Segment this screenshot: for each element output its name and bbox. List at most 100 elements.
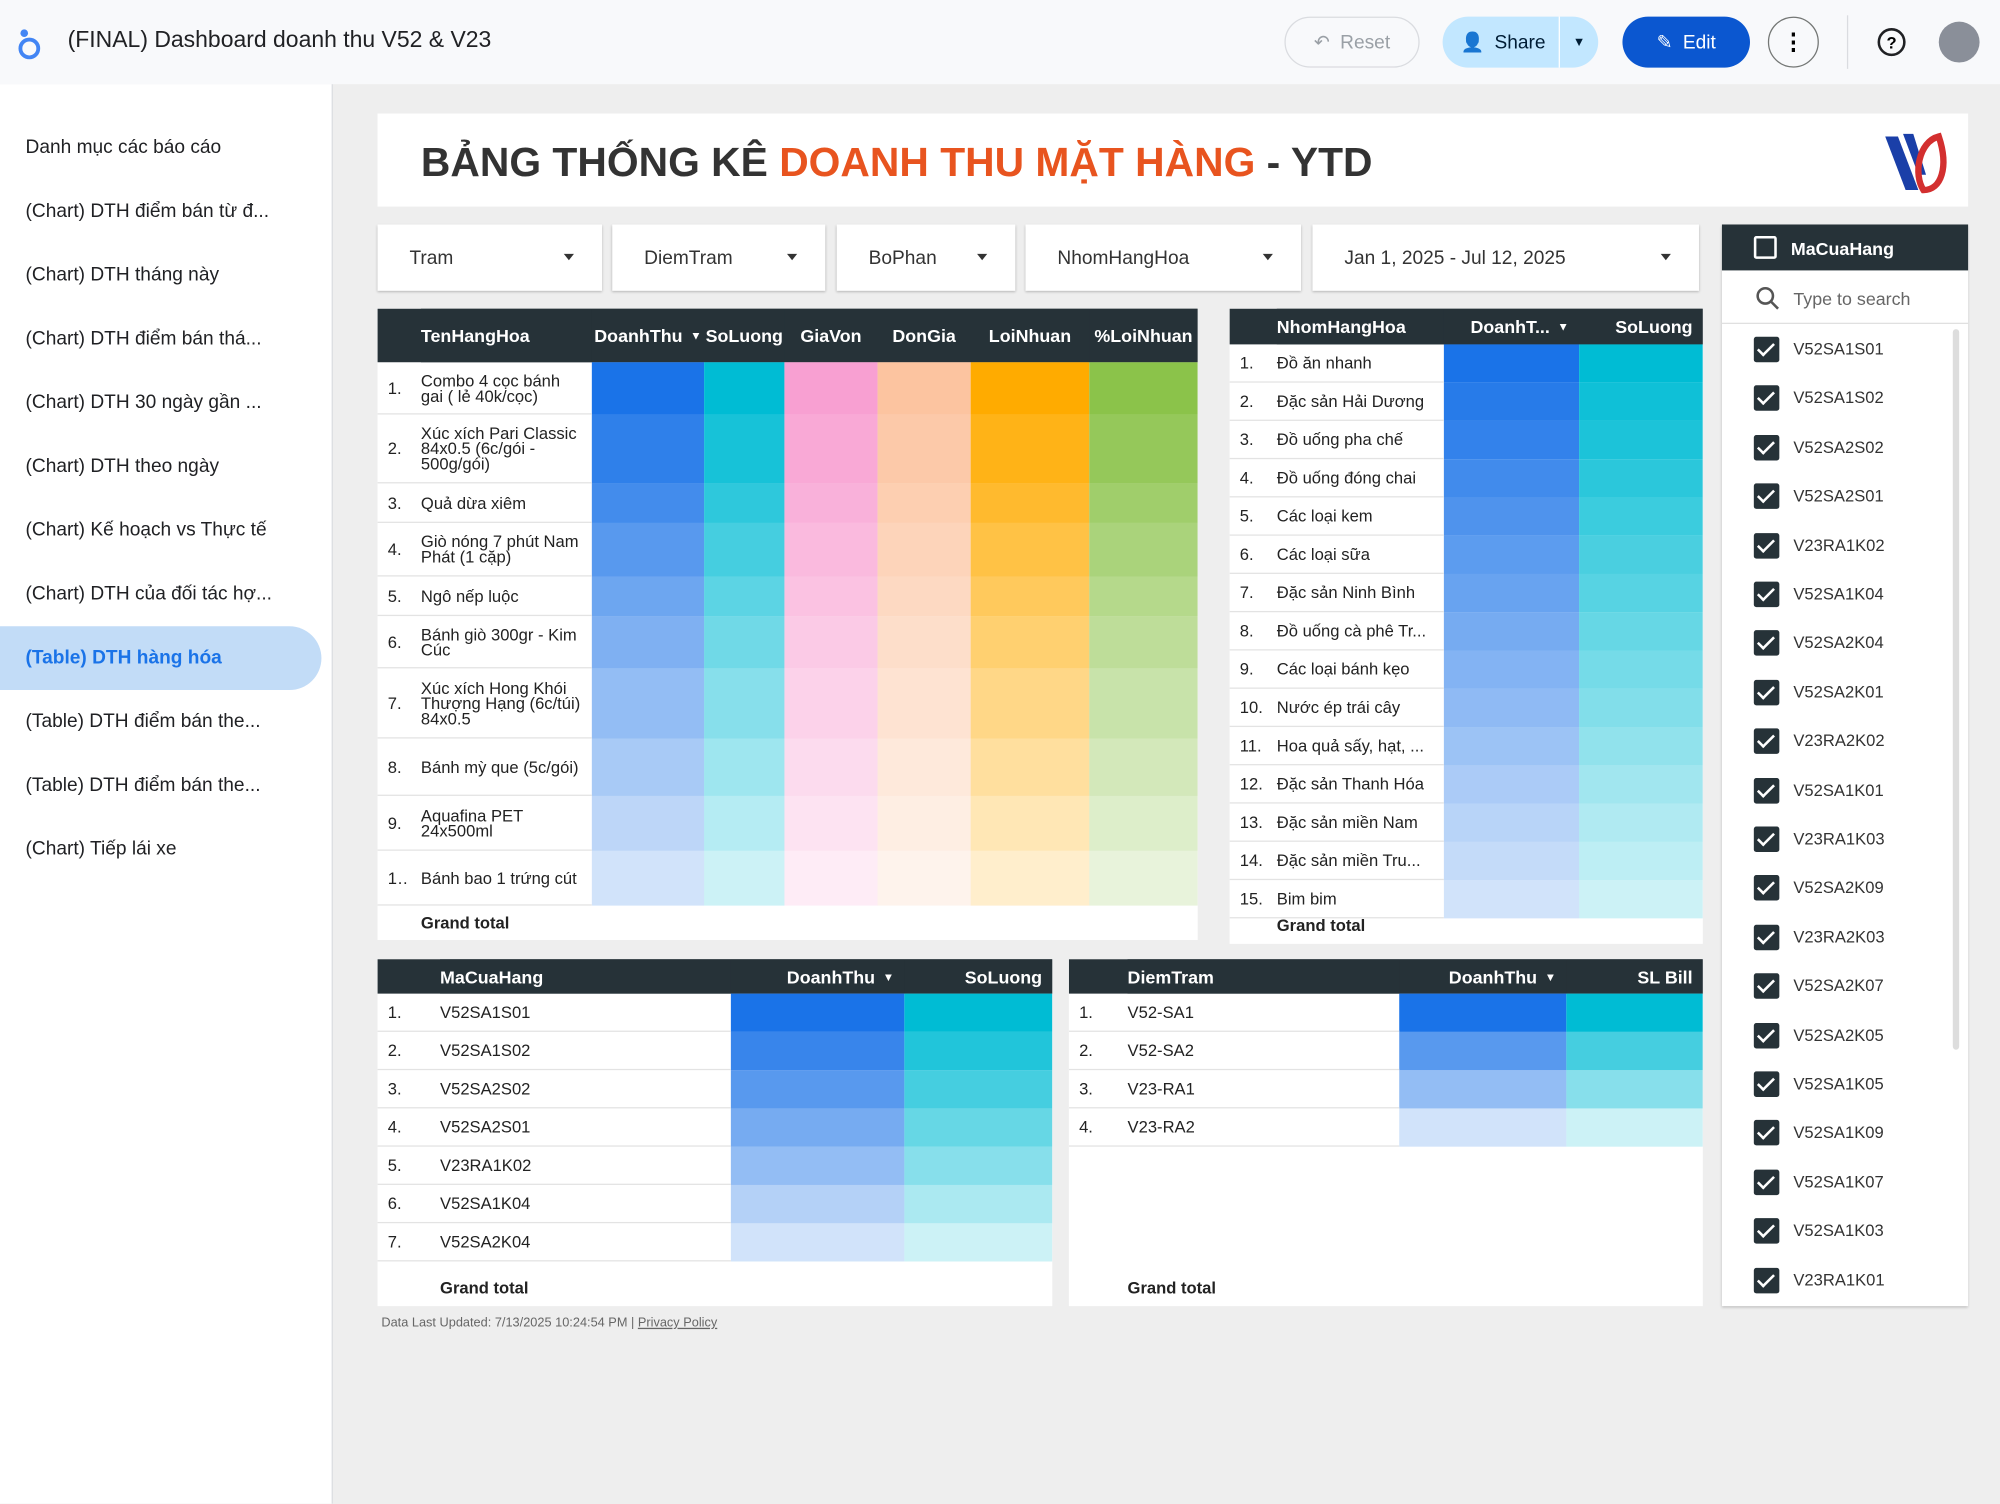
column-header[interactable]: GiaVon	[784, 308, 878, 363]
filter-dropdown[interactable]: DiemTram	[612, 224, 826, 291]
column-header[interactable]: SL Bill	[1566, 959, 1703, 994]
store-option[interactable]: V52SA2S02	[1793, 437, 1884, 457]
nav-item[interactable]: (Chart) Tiếp lái xe	[25, 838, 177, 860]
heat-cell	[1399, 993, 1567, 1032]
column-header[interactable]: DoanhThu ▼	[1399, 959, 1567, 994]
store-option[interactable]: V52SA1K01	[1793, 780, 1884, 800]
store-checkbox[interactable]	[1753, 924, 1780, 950]
nav-item[interactable]: (Chart) DTH của đối tác hợ...	[25, 582, 272, 605]
store-option[interactable]: V23RA1K02	[1793, 535, 1885, 555]
store-option[interactable]: V23RA2K02	[1793, 731, 1885, 751]
search-input[interactable]: Type to search	[1793, 288, 1911, 309]
nav-item[interactable]: (Chart) DTH theo ngày	[25, 455, 220, 478]
store-checkbox[interactable]	[1753, 630, 1780, 657]
store-checkbox[interactable]	[1753, 973, 1780, 999]
privacy-link[interactable]: Privacy Policy	[637, 1316, 718, 1331]
row-divider	[1229, 610, 1444, 613]
dropdown-arrow	[563, 253, 574, 261]
store-checkbox[interactable]	[1753, 728, 1780, 755]
store-checkbox[interactable]	[1753, 679, 1780, 706]
store-checkbox[interactable]	[1753, 826, 1780, 853]
nav-item[interactable]: (Table) DTH điểm bán the...	[25, 710, 261, 733]
store-checkbox[interactable]	[1753, 483, 1780, 510]
store-checkbox[interactable]	[1753, 336, 1780, 363]
nav-item[interactable]: (Chart) Kế hoạch vs Thực tế	[25, 519, 267, 541]
column-header[interactable]: DoanhThu ▼	[730, 959, 905, 994]
store-option[interactable]: V52SA1K03	[1793, 1220, 1884, 1241]
heat-cell	[1579, 688, 1703, 728]
store-option[interactable]: V52SA1K07	[1793, 1171, 1884, 1192]
store-checkbox[interactable]	[1753, 434, 1780, 461]
row-index: 1.	[387, 1002, 402, 1022]
heat-cell	[1579, 765, 1703, 804]
store-option[interactable]: V52SA2K07	[1793, 976, 1884, 996]
store-checkbox[interactable]	[1753, 777, 1780, 804]
store-option[interactable]: V52SA2K09	[1793, 878, 1884, 898]
store-option[interactable]: V52SA2K04	[1793, 633, 1884, 653]
store-option[interactable]: V52SA2S01	[1793, 486, 1884, 506]
store-option[interactable]: V23RA1K01	[1793, 1269, 1885, 1290]
column-header[interactable]: LoiNhuan	[970, 308, 1090, 363]
column-header[interactable]: NhomHangHoa	[1276, 308, 1444, 345]
store-option[interactable]: V52SA2K05	[1793, 1024, 1884, 1045]
store-option[interactable]: V52SA1S01	[1793, 339, 1884, 359]
scrollbar[interactable]	[1952, 329, 1960, 1050]
store-checkbox[interactable]	[1753, 875, 1780, 902]
column-header[interactable]: SoLuong	[904, 959, 1053, 994]
column-header[interactable]: %LoiNhuan	[1089, 308, 1198, 363]
store-option[interactable]: V52SA1K09	[1793, 1122, 1884, 1143]
nav-item[interactable]: (Table) DTH hàng hóa	[0, 626, 322, 691]
store-option[interactable]: V23RA2K03	[1793, 927, 1885, 947]
store-checkbox[interactable]	[1753, 532, 1780, 559]
store-checkbox[interactable]	[1753, 1169, 1780, 1195]
nav-item[interactable]: Danh mục các báo cáo	[25, 136, 222, 159]
store-checkbox[interactable]	[1753, 581, 1780, 608]
share-button[interactable]: 👤 Share ▼	[1442, 16, 1599, 68]
store-option[interactable]: V52SA1S02	[1793, 388, 1884, 408]
column-header[interactable]: SoLuong	[1579, 308, 1703, 345]
column-header[interactable]: DoanhThu ▼	[591, 308, 705, 363]
column-header[interactable]: DonGia	[877, 308, 971, 363]
store-option[interactable]: V52SA1K04	[1793, 584, 1884, 604]
nav-item[interactable]: (Chart) DTH điểm bán thá...	[25, 327, 262, 350]
heat-cell	[730, 1223, 905, 1262]
store-option[interactable]: V23RA1K03	[1793, 829, 1885, 849]
heat-cell	[904, 1223, 1053, 1262]
heat-cell	[591, 738, 705, 796]
top-bar: (FINAL) Dashboard doanh thu V52 & V23 ↶ R…	[0, 0, 2000, 85]
store-checkbox[interactable]	[1753, 1120, 1780, 1146]
filter-dropdown[interactable]: Jan 1, 2025 - Jul 12, 2025	[1312, 224, 1699, 291]
column-header[interactable]: TenHangHoa	[420, 308, 592, 363]
edit-button[interactable]: ✎ Edit	[1622, 16, 1750, 68]
select-all-checkbox[interactable]	[1753, 235, 1777, 259]
store-checkbox[interactable]	[1753, 1022, 1780, 1048]
avatar[interactable]	[1938, 21, 1980, 63]
heat-cell	[970, 616, 1090, 669]
column-header[interactable]: DoanhT... ▼	[1443, 308, 1580, 345]
store-checkbox[interactable]	[1753, 1218, 1780, 1244]
reset-button[interactable]: ↶ Reset	[1284, 16, 1420, 68]
filter-dropdown[interactable]: BoPhan	[836, 224, 1016, 291]
store-checkbox[interactable]	[1753, 1267, 1780, 1293]
store-checkbox[interactable]	[1753, 385, 1780, 412]
help-button[interactable]: ?	[1877, 28, 1906, 57]
nav-item[interactable]: (Table) DTH điểm bán the...	[25, 774, 261, 796]
store-option[interactable]: V52SA1K05	[1793, 1073, 1884, 1094]
store-checkbox[interactable]	[1753, 1071, 1780, 1097]
row-divider	[377, 482, 592, 484]
filter-dropdown[interactable]: NhomHangHoa	[1025, 224, 1302, 291]
column-header[interactable]: MaCuaHang	[440, 959, 731, 994]
dashboard-title: BẢNG THỐNG KÊ DOANH THU MẶT HÀNG - YTD	[421, 139, 1373, 186]
row-divider	[377, 521, 592, 523]
column-header[interactable]: SoLuong	[704, 308, 785, 363]
store-option[interactable]: V52SA2K01	[1793, 682, 1884, 702]
nav-item[interactable]: (Chart) DTH tháng này	[25, 264, 220, 286]
nav-item[interactable]: (Chart) DTH 30 ngày gần ...	[25, 391, 262, 414]
column-header[interactable]: DiemTram	[1127, 959, 1400, 994]
more-button[interactable]: ⋮	[1767, 16, 1819, 68]
heat-cell	[877, 522, 971, 577]
row-divider	[1068, 1145, 1400, 1147]
filter-dropdown[interactable]: Tram	[377, 224, 603, 291]
row-label: V52SA1S01	[440, 1002, 531, 1022]
nav-item[interactable]: (Chart) DTH điểm bán từ đ...	[25, 200, 270, 222]
